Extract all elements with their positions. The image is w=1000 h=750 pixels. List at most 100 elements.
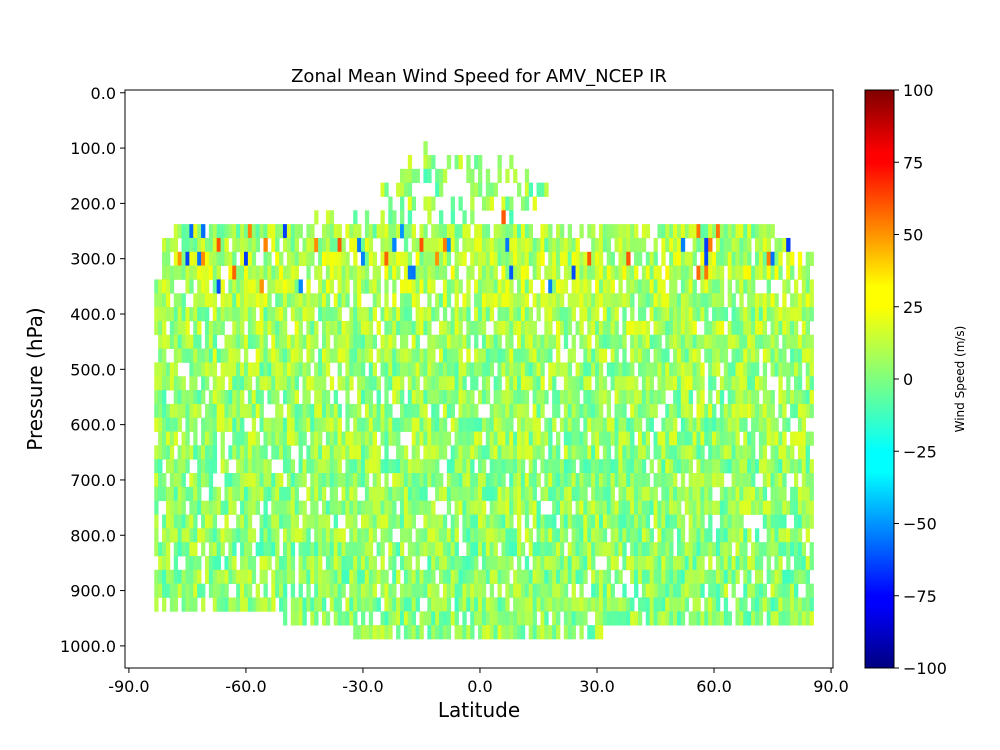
heatmap-cell xyxy=(563,500,569,515)
heatmap-cell xyxy=(384,625,389,640)
heatmap-cell xyxy=(388,334,393,349)
heatmap-cell xyxy=(349,376,354,391)
heatmap-cell xyxy=(493,334,498,349)
heatmap-cell xyxy=(240,431,245,446)
heatmap-cell xyxy=(556,625,561,640)
heatmap-cell xyxy=(583,293,588,308)
heatmap-cell xyxy=(337,556,342,571)
heatmap-cell xyxy=(793,583,799,598)
heatmap-cell xyxy=(509,334,514,349)
heatmap-cell xyxy=(407,168,413,184)
heatmap-cell xyxy=(610,459,615,474)
heatmap-cell xyxy=(563,307,569,322)
heatmap-cell xyxy=(485,486,491,502)
heatmap-cell xyxy=(470,376,475,391)
heatmap-cell xyxy=(181,473,186,488)
heatmap-cell xyxy=(556,445,561,460)
heatmap-cell xyxy=(302,307,307,322)
heatmap-cell xyxy=(649,334,654,349)
heatmap-cell xyxy=(372,473,377,488)
heatmap-cell xyxy=(466,348,471,363)
heatmap-cell xyxy=(661,376,666,391)
heatmap-cell xyxy=(778,348,783,363)
heatmap-cell xyxy=(676,403,682,419)
heatmap-cell xyxy=(583,348,588,363)
heatmap-cell xyxy=(563,611,569,626)
heatmap-cell xyxy=(793,611,799,626)
heatmap-cell xyxy=(193,528,198,543)
heatmap-cell xyxy=(392,542,397,557)
heatmap-cell xyxy=(201,473,206,488)
heatmap-cell xyxy=(294,348,299,363)
heatmap-cell xyxy=(680,320,686,336)
heatmap-cell xyxy=(318,307,323,322)
heatmap-cell xyxy=(333,237,338,253)
heatmap-cell xyxy=(247,528,253,543)
heatmap-cell xyxy=(162,473,167,488)
heatmap-cell xyxy=(415,334,420,349)
heatmap-cell xyxy=(306,459,311,474)
heatmap-cell xyxy=(337,320,342,336)
heatmap-cell xyxy=(684,307,690,322)
heatmap-cell xyxy=(579,583,584,598)
heatmap-cell xyxy=(673,265,678,280)
heatmap-cell xyxy=(388,542,393,557)
heatmap-cell xyxy=(673,224,678,239)
heatmap-cell xyxy=(782,459,787,474)
heatmap-cell xyxy=(797,542,803,557)
heatmap-cell xyxy=(329,500,335,515)
heatmap-cell xyxy=(556,307,561,322)
x-axis-ticks: -90.0 -60.0 -30.0 0.0 30.0 60.0 90.0 xyxy=(108,668,849,696)
heatmap-cell xyxy=(715,445,721,460)
heatmap-cell xyxy=(275,251,280,267)
heatmap-cell xyxy=(310,251,315,267)
heatmap-cell xyxy=(419,251,424,267)
heatmap-cell xyxy=(162,403,167,419)
heatmap-cell xyxy=(766,403,771,419)
y-tick-label: 1000.0 xyxy=(60,637,116,656)
heatmap-cell xyxy=(751,431,756,446)
heatmap-cell xyxy=(809,542,814,557)
heatmap-cell xyxy=(708,237,713,253)
heatmap-cell xyxy=(524,556,530,571)
heatmap-cell xyxy=(318,583,323,598)
heatmap-cell xyxy=(598,542,604,557)
heatmap-cell xyxy=(255,473,260,488)
heatmap-cell xyxy=(259,486,264,502)
heatmap-cell xyxy=(692,320,697,336)
heatmap-cell xyxy=(474,431,479,446)
heatmap-cell xyxy=(325,237,331,253)
heatmap-cell xyxy=(630,514,635,529)
heatmap-cell xyxy=(318,528,323,543)
heatmap-cell xyxy=(715,556,721,571)
heatmap-cell xyxy=(774,362,779,377)
heatmap-cell xyxy=(236,459,241,474)
heatmap-cell xyxy=(220,390,225,405)
heatmap-cell xyxy=(478,279,483,294)
heatmap-cell xyxy=(571,583,576,598)
heatmap-cell xyxy=(571,445,576,460)
heatmap-cell xyxy=(158,390,163,405)
heatmap-cell xyxy=(688,417,693,432)
heatmap-cell xyxy=(341,569,346,585)
heatmap-cell xyxy=(735,611,740,626)
heatmap-cell xyxy=(224,390,229,405)
heatmap-cell xyxy=(684,390,690,405)
heatmap-cell xyxy=(704,486,709,502)
heatmap-cell xyxy=(606,583,612,598)
heatmap-cell xyxy=(563,334,569,349)
heatmap-cell xyxy=(606,237,612,253)
heatmap-cell xyxy=(770,569,775,585)
heatmap-cell xyxy=(427,265,432,280)
heatmap-cell xyxy=(673,334,678,349)
heatmap-cell xyxy=(676,569,682,585)
heatmap-cell xyxy=(657,473,662,488)
heatmap-cell xyxy=(458,403,463,419)
heatmap-cell xyxy=(208,265,214,280)
heatmap-cell xyxy=(548,556,553,571)
heatmap-cell xyxy=(782,583,787,598)
heatmap-cell xyxy=(216,390,221,405)
heatmap-cell xyxy=(407,500,413,515)
heatmap-cell xyxy=(801,611,807,626)
heatmap-cell xyxy=(169,376,175,391)
